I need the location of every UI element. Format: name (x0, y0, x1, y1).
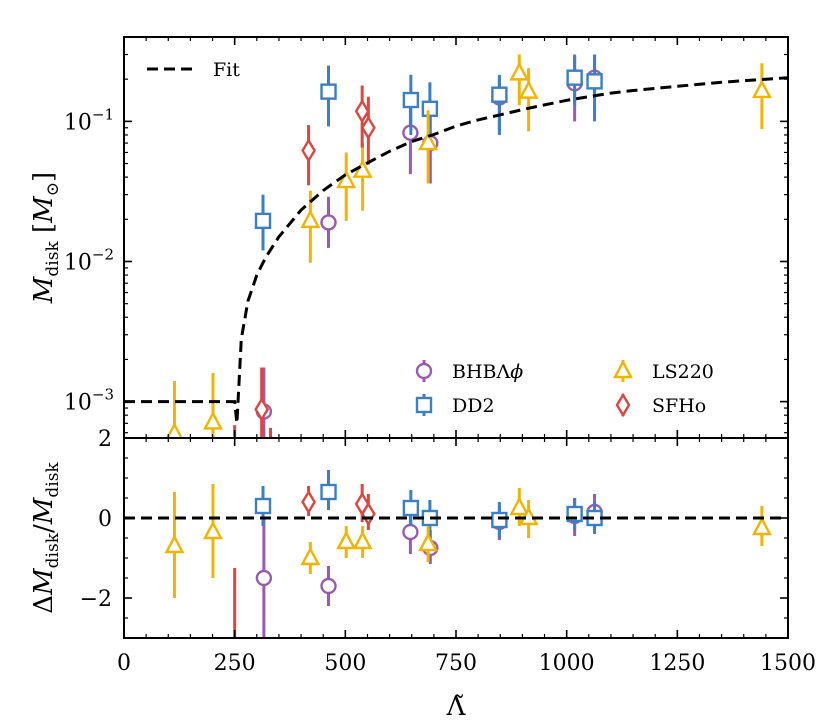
data-point (360, 115, 376, 141)
legend-sfho-label: SFHo (652, 395, 706, 417)
data-point (418, 131, 439, 151)
x-tick-label: 0 (117, 651, 131, 676)
data-point (354, 98, 370, 124)
data-point (566, 69, 583, 86)
legend-bhbλφ-label: BHBΛϕ (452, 361, 523, 383)
data-point (491, 86, 508, 103)
series-sfho-top (229, 85, 376, 467)
x-tick-label: 750 (435, 651, 477, 676)
data-point (229, 447, 241, 467)
y-axis-label-bottom: ΔMdisk/Mdisk (29, 462, 63, 614)
residual-point (491, 511, 508, 529)
residual-point (352, 530, 373, 550)
residual-point (336, 530, 357, 550)
series-ls220-bottom (164, 484, 772, 598)
series-dd2-top (254, 54, 603, 251)
legend-ls220-marker (613, 359, 633, 379)
legend-dd2-label: DD2 (452, 395, 495, 417)
data-point (254, 212, 272, 230)
residual-point (254, 497, 272, 515)
data-point (586, 73, 603, 90)
residual-point (402, 499, 420, 517)
y-tick-label-bottom: −2 (80, 587, 112, 612)
x-tick-label: 1000 (539, 651, 595, 676)
data-point (166, 422, 183, 438)
x-tick-label: 500 (324, 651, 366, 676)
data-point (320, 214, 337, 231)
y-tick-label-bottom: 0 (98, 507, 112, 532)
residual-point (751, 516, 772, 536)
y-tick-label-bottom: 2 (98, 427, 112, 452)
residual-point (256, 660, 268, 680)
legend-fit-label: Fit (213, 59, 240, 81)
data-point (202, 410, 223, 430)
y-tick-label-top: 10−1 (64, 105, 114, 135)
bottom-frame (123, 437, 789, 639)
residual-point (418, 532, 439, 552)
residual-point (320, 577, 337, 595)
residual-point (301, 489, 316, 515)
residual-point (265, 668, 277, 688)
axis-labels: 0 250 500 750 1000 1250 1500 10−3 10−2 10−1 −2 0 2 Λ̃… (29, 105, 816, 722)
fit-line (124, 76, 788, 424)
series-dd2-bottom (254, 470, 603, 538)
residual-point (300, 546, 321, 566)
legend-dd2-marker (415, 396, 433, 414)
bottom-panel (123, 437, 789, 688)
data-point (509, 61, 530, 81)
residual-point (255, 569, 273, 587)
top-panel (123, 36, 789, 467)
y-axis-label-top: Mdisk [M⊙] (29, 172, 63, 304)
data-point (301, 138, 316, 163)
residual-point (402, 523, 419, 541)
y-tick-label-top: 10−3 (64, 386, 114, 416)
data-point (402, 91, 420, 109)
series-ls220-top (166, 54, 772, 438)
data-point (265, 447, 277, 467)
data-point (751, 79, 772, 99)
residual-point (509, 496, 530, 516)
legend: Fit BHBΛϕ DD2 LS220 SFHo (147, 59, 714, 418)
x-tick-label: 250 (214, 651, 256, 676)
data-point (421, 100, 439, 117)
x-tick-label: 1250 (649, 651, 705, 676)
data-point (518, 80, 539, 99)
legend-ls220-label: LS220 (652, 361, 714, 383)
residual-point (164, 534, 185, 554)
data-point (336, 169, 357, 189)
data-point (320, 83, 337, 100)
y-tick-label-top: 10−2 (64, 245, 114, 275)
x-axis-label: Λ̃ (446, 692, 467, 722)
legend-bhbλφ-marker (415, 362, 433, 380)
legend-sfho-marker (615, 392, 631, 418)
data-point (300, 209, 321, 229)
residual-point (320, 483, 337, 501)
x-tick-label: 1500 (760, 651, 816, 676)
top-plot-area (124, 54, 788, 467)
residual-point (202, 520, 223, 540)
data-point (254, 397, 270, 422)
